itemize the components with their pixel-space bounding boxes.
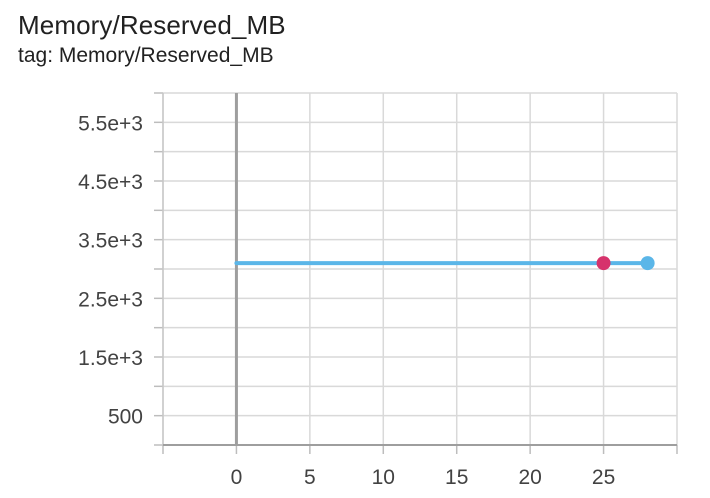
y-tick-label: 3.5e+3 (78, 230, 143, 253)
y-tick-label: 1.5e+3 (78, 347, 143, 370)
axes (162, 93, 677, 446)
x-tick-label: 15 (445, 466, 468, 489)
markers[interactable] (596, 256, 655, 271)
x-tick-label: 25 (592, 466, 615, 489)
x-tick-label: 0 (231, 466, 243, 489)
data-point-marker[interactable] (640, 256, 655, 271)
data-point-marker[interactable] (596, 256, 611, 271)
chart-subtitle: tag: Memory/Reserved_MB (18, 44, 274, 67)
y-tick-label: 500 (108, 406, 143, 429)
x-tick-label: 10 (372, 466, 395, 489)
grid (154, 92, 678, 454)
x-tick-label: 5 (304, 466, 316, 489)
tick-labels: 0 5 10 15 20 25 500 1.5e+3 2.5e+3 3.5e+3 4.5e+3 5.5… (78, 112, 615, 489)
y-tick-label: 4.5e+3 (78, 171, 143, 194)
chart-title: Memory/Reserved_MB (18, 10, 286, 40)
y-tick-label: 2.5e+3 (78, 288, 143, 311)
x-tick-label: 20 (518, 466, 541, 489)
y-tick-label: 5.5e+3 (78, 112, 143, 135)
